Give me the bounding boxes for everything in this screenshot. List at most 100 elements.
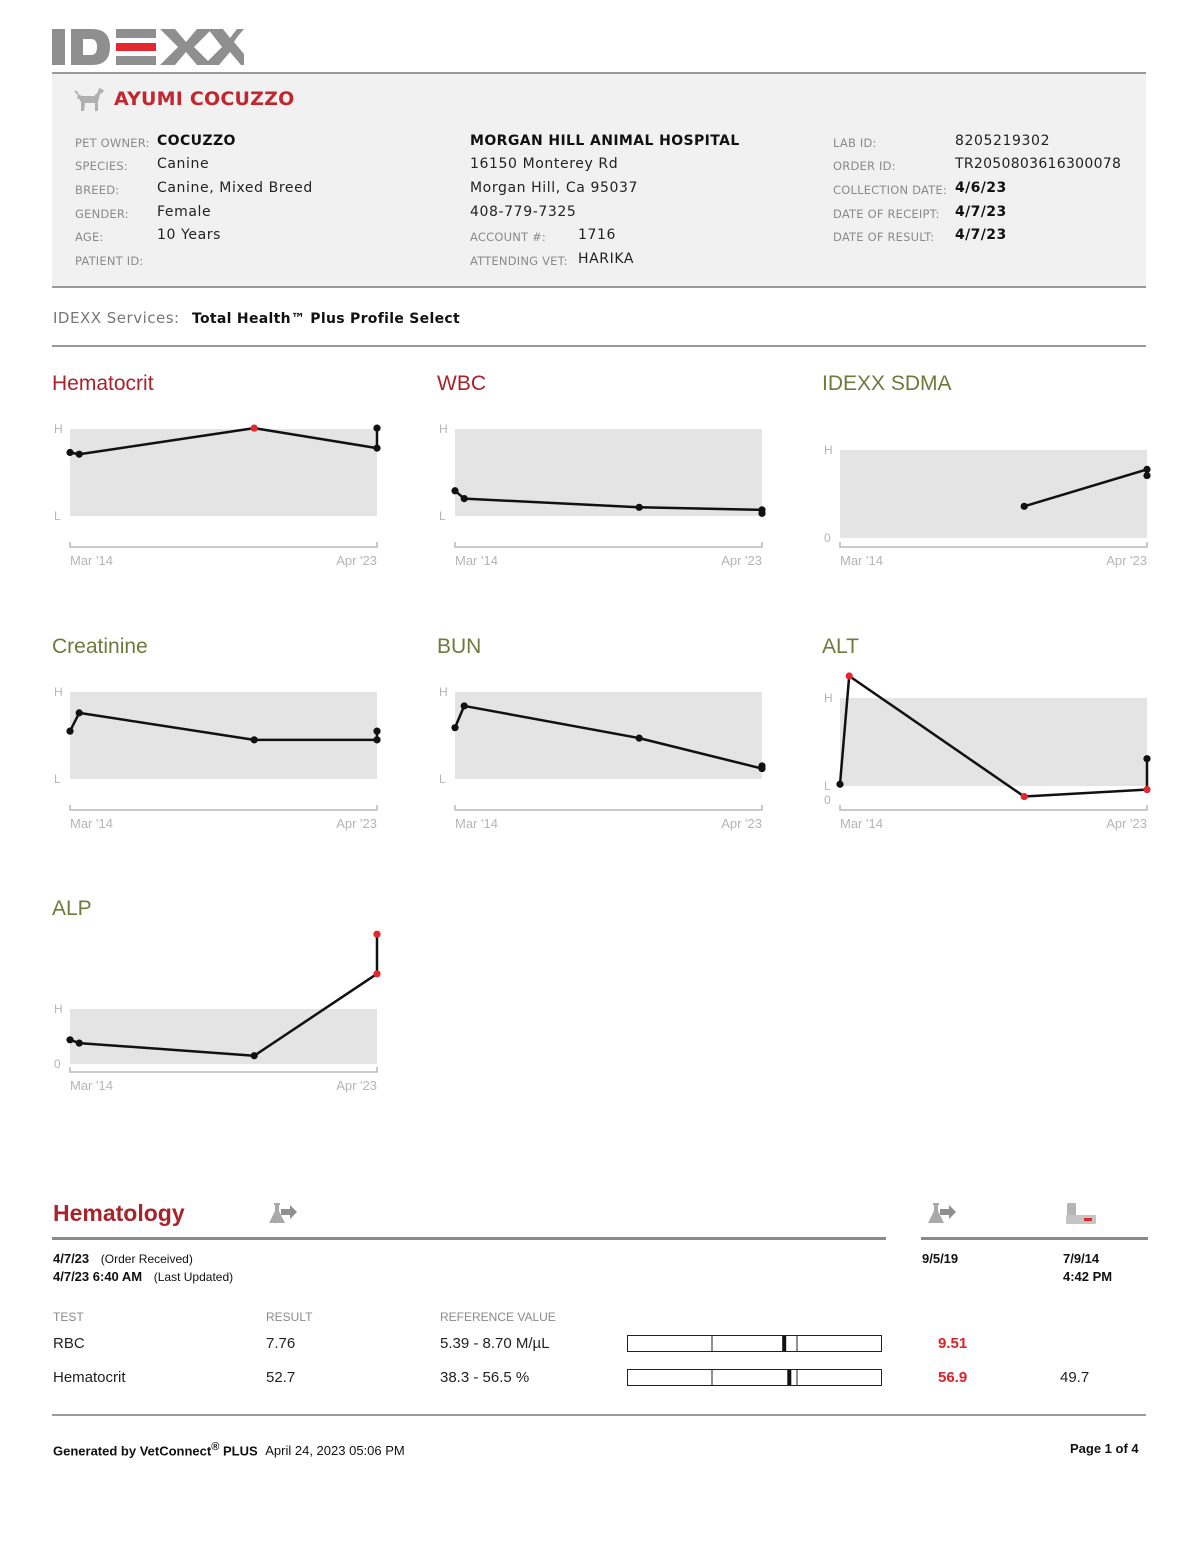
band-label-high: H xyxy=(439,422,448,436)
data-point-normal xyxy=(460,702,468,710)
services-divider xyxy=(52,345,1146,347)
breed-value: Canine, Mixed Breed xyxy=(157,180,313,196)
data-point-normal xyxy=(635,503,643,511)
services-label: IDEXX Services: xyxy=(53,309,180,327)
data-point-low xyxy=(1143,785,1151,794)
footer-page-number: Page 1 of 4 xyxy=(1070,1441,1139,1456)
history-date-1: 9/5/19 xyxy=(922,1251,959,1266)
hematology-title: Hematology xyxy=(53,1200,185,1226)
data-point-high xyxy=(373,970,381,978)
row-hematocrit-test: Hematocrit xyxy=(53,1369,126,1386)
x-tick-start: Mar '14 xyxy=(70,553,113,568)
chart-title: Creatinine xyxy=(52,635,148,658)
x-tick-start: Mar '14 xyxy=(70,816,113,831)
hematology-divider-current xyxy=(52,1237,886,1240)
x-tick-end: Apr '23 xyxy=(1106,553,1147,568)
order-id-value: TR2050803616300078 xyxy=(955,156,1122,172)
footer-registered: ® xyxy=(211,1441,220,1453)
receipt-date-label: DATE OF RECEIPT: xyxy=(833,207,940,221)
gender-label: GENDER: xyxy=(75,207,129,221)
species-label: SPECIES: xyxy=(75,159,128,173)
data-point-normal xyxy=(1143,471,1151,480)
lab-transfer-icon-2 xyxy=(925,1201,957,1231)
data-point-normal xyxy=(250,1052,258,1060)
chart-plot: H 0 Mar '14 Apr '23 xyxy=(54,930,381,1093)
band-label-high: H xyxy=(54,1002,63,1016)
lab-id-label: LAB ID: xyxy=(833,136,877,150)
col-reference-header: REFERENCE VALUE xyxy=(440,1310,556,1324)
x-tick-start: Mar '14 xyxy=(455,816,498,831)
data-point-normal xyxy=(373,444,381,452)
col-result-header: RESULT xyxy=(266,1310,313,1324)
chart-wbc: WBC H L Mar '14 Apr '23 xyxy=(437,372,767,577)
patient-id-label: PATIENT ID: xyxy=(75,254,144,268)
attending-vet-label: ATTENDING VET: xyxy=(470,254,568,268)
history-time-2: 4:42 PM xyxy=(1063,1269,1113,1284)
x-axis xyxy=(69,1067,378,1073)
row-hematocrit-history-2: 49.7 xyxy=(1060,1369,1090,1386)
data-point-normal xyxy=(1020,502,1028,510)
band-label-low: L xyxy=(439,772,446,786)
chart-plot: H L Mar '14 Apr '23 xyxy=(54,685,381,831)
col-test-header: TEST xyxy=(53,1310,84,1324)
data-point-normal xyxy=(66,1036,74,1044)
footer-plus: PLUS xyxy=(222,1443,258,1459)
pet-owner-value: COCUZZO xyxy=(157,133,236,149)
row-rbc-test: RBC xyxy=(53,1335,85,1352)
clinic-address-line2: Morgan Hill, Ca 95037 xyxy=(470,180,638,196)
row-rbc-result: 7.76 xyxy=(266,1335,296,1352)
x-tick-end: Apr '23 xyxy=(336,553,377,568)
band-label-low: 0 xyxy=(54,1057,61,1071)
row-rbc-history-1: 9.51 xyxy=(938,1335,968,1352)
band-label-low: 0 xyxy=(824,531,831,545)
patient-info-panel xyxy=(52,74,1146,286)
services-value: Total Health™ Plus Profile Select xyxy=(192,311,460,327)
order-received-note: (Order Received) xyxy=(100,1252,193,1266)
data-point-normal xyxy=(373,736,381,744)
attending-vet-value: HARIKA xyxy=(578,251,635,267)
x-axis xyxy=(69,542,378,548)
row-rbc-marker xyxy=(782,1336,787,1351)
row-hematocrit-result: 52.7 xyxy=(266,1369,296,1386)
data-point-low xyxy=(1020,792,1028,801)
account-value: 1716 xyxy=(578,227,617,243)
band-label-low: L xyxy=(54,509,61,523)
pet-owner-label: PET OWNER: xyxy=(75,136,150,150)
top-divider xyxy=(52,72,1146,74)
chart-hematocrit: Hematocrit H L Mar '14 Apr '23 xyxy=(52,372,382,577)
species-value: Canine xyxy=(157,156,210,172)
x-axis xyxy=(839,805,1148,811)
band-label-high: H xyxy=(54,422,63,436)
clinic-name: MORGAN HILL ANIMAL HOSPITAL xyxy=(470,133,740,149)
band-label-zero: 0 xyxy=(824,793,831,807)
row-hematocrit-reference: 38.3 - 56.5 % xyxy=(440,1369,530,1386)
data-point-normal xyxy=(836,780,844,788)
chart-title: IDEXX SDMA xyxy=(822,372,952,395)
reference-band xyxy=(840,450,1147,538)
data-point-normal xyxy=(250,736,258,744)
data-point-high xyxy=(845,672,853,680)
footer-datetime: April 24, 2023 05:06 PM xyxy=(265,1443,405,1459)
dog-icon xyxy=(74,86,106,112)
data-point-normal xyxy=(451,487,459,495)
hematology-divider-history xyxy=(921,1237,1148,1240)
data-point-normal xyxy=(758,509,766,517)
row-hematocrit-range-bar xyxy=(627,1369,883,1391)
data-point-normal xyxy=(460,495,468,503)
chart-title: Hematocrit xyxy=(52,372,154,395)
data-point-high xyxy=(373,930,381,938)
collection-date-label: COLLECTION DATE: xyxy=(833,183,947,197)
chart-alt: ALT H L 0 Mar '14 Apr '23 xyxy=(822,635,1152,840)
data-point-normal xyxy=(635,734,643,742)
account-label: ACCOUNT #: xyxy=(470,230,546,244)
pet-name: AYUMI COCUZZO xyxy=(114,88,295,110)
chart-title: ALT xyxy=(822,635,859,658)
chart-plot: H L Mar '14 Apr '23 xyxy=(439,422,766,568)
footer-generated-label: Generated by VetConnect xyxy=(53,1443,212,1459)
band-label-low: L xyxy=(439,509,446,523)
lab-transfer-icon xyxy=(266,1201,298,1231)
footer-divider xyxy=(52,1414,1146,1416)
row-rbc-range-bar xyxy=(627,1335,883,1357)
clinic-address-line1: 16150 Monterey Rd xyxy=(470,156,619,172)
data-point-normal xyxy=(373,727,381,735)
